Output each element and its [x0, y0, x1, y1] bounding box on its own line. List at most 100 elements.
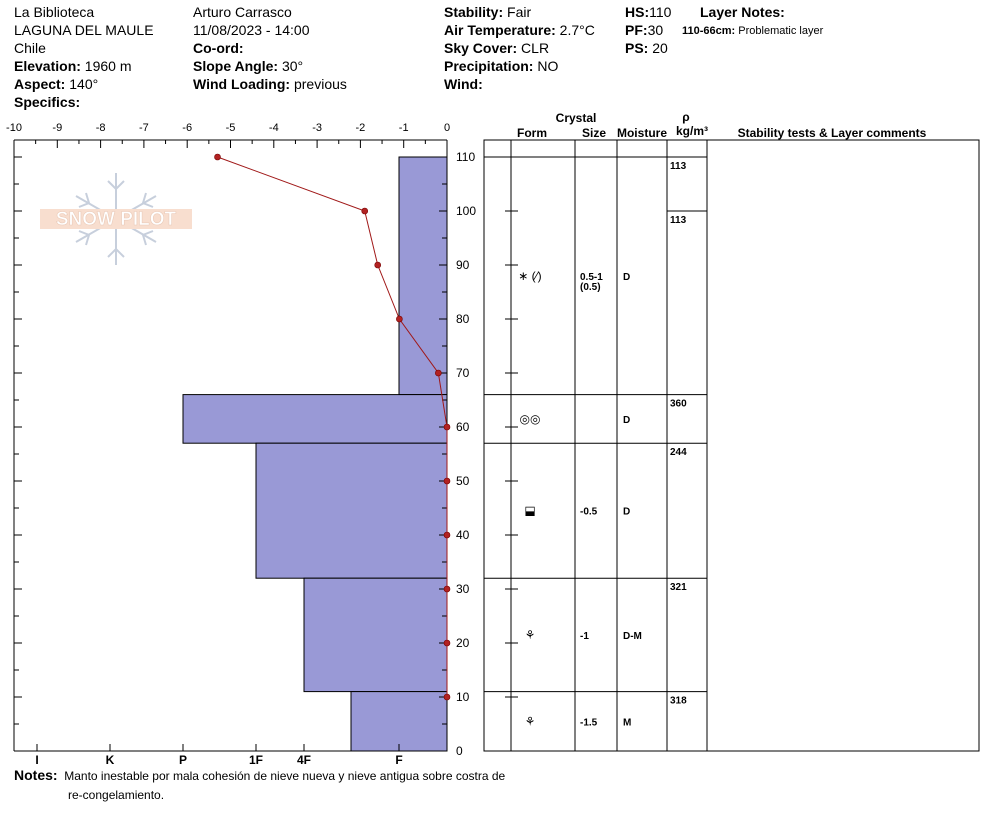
layer-table: Crystal Form Size Moisture ρ kg/m³ Stabi… [483, 110, 980, 752]
layer-moisture: D [623, 272, 630, 283]
layer-density: 113 [670, 215, 687, 226]
air-temperature: Air Temperature: 2.7°C [444, 22, 595, 38]
coord: Co-ord: [193, 40, 244, 56]
height-tick-label: 90 [456, 258, 470, 272]
wind-loading: Wind Loading: previous [193, 76, 347, 92]
height-tick-label: 110 [456, 150, 475, 164]
observer: Arturo Carrasco [193, 4, 292, 20]
precipitation: Precipitation: NO [444, 58, 559, 74]
density-unit-header: kg/m³ [676, 124, 708, 138]
temperature-tick-label: -1 [399, 122, 409, 134]
size-header: Size [582, 126, 606, 140]
slope-angle: Slope Angle: 30° [193, 58, 304, 74]
layer-form: ⬓ [524, 504, 535, 518]
layer-moisture: D-M [623, 631, 642, 642]
specifics: Specifics: [14, 94, 81, 110]
stability: Stability: Fair [444, 4, 532, 20]
hardness-bar [255, 442, 448, 579]
table-frame [483, 139, 980, 752]
temperature-tick-label: -7 [139, 122, 149, 134]
layer-notes-label: Layer Notes: [700, 4, 785, 20]
temperature-point [443, 585, 451, 593]
layer-form: ⚘ [525, 628, 536, 642]
svg-text:SNOW PILOT: SNOW PILOT [56, 209, 177, 230]
height-tick-label: 100 [456, 204, 476, 218]
temperature-tick-label: -8 [96, 122, 106, 134]
hardness-tick-label: 1F [249, 753, 263, 767]
layer-density: 318 [670, 696, 687, 707]
layer-size: -1.5 [580, 717, 598, 728]
layer-note: 110-66cm: Problematic layer [682, 25, 824, 37]
height-tick-label: 0 [456, 744, 463, 758]
area-name: LAGUNA DEL MAULE [14, 22, 154, 38]
aspect: Aspect: 140° [14, 76, 99, 92]
layer-size: 0.5-1 [580, 272, 603, 283]
hardness-bar [350, 691, 448, 752]
layer-density: 244 [670, 447, 687, 458]
temperature-point [396, 315, 403, 323]
height-tick-label: 40 [456, 528, 470, 542]
hardness-tick-label: F [395, 753, 402, 767]
layer-size: -1 [580, 631, 589, 642]
temperature-point [374, 261, 382, 269]
layer-moisture: M [623, 717, 631, 728]
temperature-ticks: -10 -9 -8 -7 -6 -5 -4 -3 -2 -1 0 [6, 122, 450, 148]
rho-header: ρ [682, 110, 689, 124]
height-tick-label: 30 [456, 582, 470, 596]
layer-size-secondary: (0.5) [580, 282, 601, 293]
temperature-point [361, 207, 369, 215]
layer-size: -0.5 [580, 507, 598, 518]
layer-density: 321 [670, 582, 687, 593]
temperature-point [443, 693, 451, 701]
sky-cover: Sky Cover: CLR [444, 40, 550, 56]
hardness-bar [303, 577, 448, 693]
hardness-ticks: I K P 1F 4F F [35, 744, 403, 767]
temperature-tick-label: -3 [312, 122, 322, 134]
temperature-tick-label: -6 [182, 122, 192, 134]
temperature-point [443, 423, 451, 431]
elevation: Elevation: 1960 m [14, 58, 132, 74]
comments-header: Stability tests & Layer comments [738, 126, 927, 140]
hardness-tick-label: K [106, 753, 115, 767]
temperature-profile [214, 153, 451, 701]
form-header: Form [517, 126, 547, 140]
temperature-tick-label: -9 [52, 122, 62, 134]
snowpilot-logo: SNOW PILOT [40, 173, 192, 265]
height-tick-label: 80 [456, 312, 470, 326]
ps: PS: 20 [625, 40, 668, 56]
layer-density: 113 [670, 161, 687, 172]
layer-form: ⚘ [525, 714, 536, 728]
layer-form: ◎◎ [520, 412, 541, 426]
temperature-point [443, 477, 451, 485]
hardness-bar [398, 156, 448, 396]
crystal-header: Crystal [556, 111, 597, 125]
location-name: La Biblioteca [14, 4, 95, 20]
temperature-tick-label: -10 [6, 122, 22, 134]
hardness-bar [182, 394, 448, 444]
layer-moisture: D [623, 507, 630, 518]
height-tick-label: 20 [456, 636, 470, 650]
height-tick-label: 70 [456, 366, 470, 380]
notes: Notes: Manto inestable por mala cohesión… [14, 767, 506, 802]
temperature-point [214, 153, 221, 161]
moisture-header: Moisture [617, 126, 667, 140]
temperature-point [435, 369, 442, 377]
hardness-bars [182, 156, 448, 752]
country: Chile [14, 40, 46, 56]
hardness-tick-label: 4F [297, 753, 311, 767]
temperature-tick-label: -2 [356, 122, 366, 134]
wind: Wind: [444, 76, 483, 92]
temperature-point [443, 639, 451, 647]
layer-form: ∗ (⁄) [518, 269, 541, 283]
layer-density: 360 [670, 399, 687, 410]
datetime: 11/08/2023 - 14:00 [193, 22, 310, 38]
temperature-point [443, 531, 451, 539]
layer-moisture: D [623, 415, 630, 426]
hs: HS:110 [625, 4, 672, 20]
height-tick-label: 50 [456, 474, 470, 488]
temperature-tick-label: -5 [226, 122, 236, 134]
hardness-tick-label: I [35, 753, 38, 767]
height-tick-label: 10 [456, 690, 470, 704]
pf: PF:30 [625, 22, 664, 38]
